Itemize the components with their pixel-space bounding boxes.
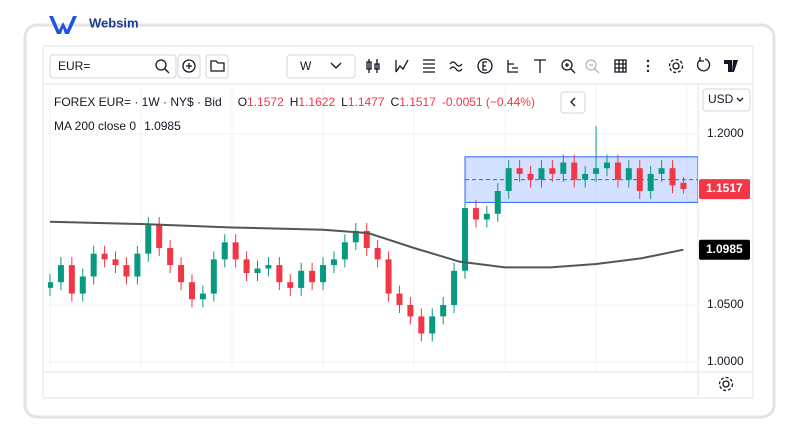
candle-body	[582, 173, 589, 180]
price-label: 1.0000	[707, 354, 744, 368]
change: -0.0051 (−0.44%)	[442, 95, 535, 109]
interval: W	[300, 59, 312, 73]
candle-body	[123, 265, 130, 277]
price-label: 1.0500	[707, 297, 744, 311]
candle-body	[178, 265, 185, 283]
indicator-name: MA 200 close 0	[54, 119, 136, 133]
indicator-value: 1.0985	[144, 119, 181, 133]
candle-body	[636, 168, 643, 192]
candle-body	[451, 270, 458, 305]
candle-body	[658, 168, 665, 174]
legend-line: FOREX EUR= · 1W · NY$ · Bid O1.1572 H1.162…	[54, 95, 535, 109]
currency: USD	[708, 92, 734, 106]
candle-body	[68, 265, 75, 294]
candle-body	[221, 242, 228, 260]
ohlc-label: L	[341, 95, 348, 109]
moving-average	[49, 220, 684, 269]
settings-button[interactable]	[718, 376, 734, 392]
interval-select[interactable]	[286, 54, 356, 79]
candle-body	[647, 173, 654, 192]
candle-body	[309, 270, 316, 283]
candle-body	[243, 259, 250, 274]
currency-button[interactable]	[702, 88, 751, 112]
toolbar: EUR= W	[49, 54, 738, 79]
price-tag	[699, 179, 750, 200]
candle-body	[440, 304, 447, 317]
candle-body	[330, 259, 337, 266]
candle-body	[462, 208, 469, 271]
candle-body	[276, 265, 283, 283]
candle-body	[145, 225, 152, 254]
candle-body	[210, 259, 217, 294]
candle-body	[265, 265, 272, 269]
candle-body	[396, 293, 403, 305]
candle-body	[134, 253, 141, 277]
candle-body	[549, 168, 556, 174]
candle-body	[429, 316, 436, 334]
collapse-legend[interactable]	[560, 91, 586, 114]
price-tag-label: 1.1517	[706, 181, 743, 195]
candle-body	[571, 162, 578, 180]
ohlc-label: H	[290, 95, 299, 109]
ohlc-value: 1.1572	[247, 95, 284, 109]
ohlc-value: 1.1517	[399, 95, 436, 109]
ohlc-label: C	[391, 95, 400, 109]
candle-body	[494, 191, 501, 214]
folder-button[interactable]	[205, 54, 229, 79]
candle-body	[79, 276, 86, 294]
ohlc-label: O	[238, 95, 247, 109]
candle-body	[341, 242, 348, 260]
symbol: EUR=	[58, 59, 90, 73]
candle-body	[101, 253, 108, 260]
candle-body	[680, 182, 687, 190]
candle-body	[385, 259, 392, 294]
symbol-line: FOREX EUR= · 1W · NY$ · Bid	[54, 95, 222, 109]
candle-body	[505, 168, 512, 192]
candle-body	[625, 168, 632, 180]
candle-body	[287, 282, 294, 288]
ohlc-value: 1.1622	[298, 95, 335, 109]
candle-body	[57, 265, 64, 283]
price-tag-label: 1.0985	[706, 242, 743, 256]
candle-body	[48, 282, 53, 288]
candle-body	[363, 230, 370, 248]
legend: FOREX EUR= · 1W · NY$ · Bid O1.1572 H1.162…	[54, 91, 586, 133]
candle-body	[232, 242, 239, 260]
candle-body	[516, 168, 523, 174]
logo: Websim	[49, 15, 139, 34]
indicator-line: MA 200 close 0 1.0985	[54, 119, 181, 133]
candle-body	[298, 270, 305, 288]
candle-body	[320, 265, 327, 283]
ohlc-value: 1.1477	[348, 95, 385, 109]
symbol-search[interactable]	[49, 54, 177, 79]
widget	[42, 45, 754, 399]
price-label: 1.2000	[707, 126, 744, 140]
candle-body	[560, 162, 567, 174]
candle-body	[603, 162, 610, 169]
candle-body	[472, 208, 479, 220]
candle-body	[352, 230, 359, 243]
candle-body	[374, 247, 381, 260]
candle-body	[483, 213, 490, 220]
candle-body	[614, 162, 621, 180]
candle-body	[527, 173, 534, 180]
candle-body	[418, 316, 425, 334]
price-tag	[699, 239, 750, 260]
brand: Websim	[89, 15, 139, 30]
candle-body	[254, 268, 261, 274]
candle-body	[407, 304, 414, 317]
tool-icons[interactable]	[366, 57, 738, 74]
candle-body	[669, 168, 676, 186]
candle-body	[188, 282, 195, 300]
candle-body	[156, 225, 163, 248]
candle-body	[593, 168, 600, 174]
candle-body	[112, 259, 119, 266]
candle-body	[90, 253, 97, 277]
candle-body	[199, 293, 206, 300]
candle-body	[538, 168, 545, 180]
candle-body	[167, 247, 174, 266]
